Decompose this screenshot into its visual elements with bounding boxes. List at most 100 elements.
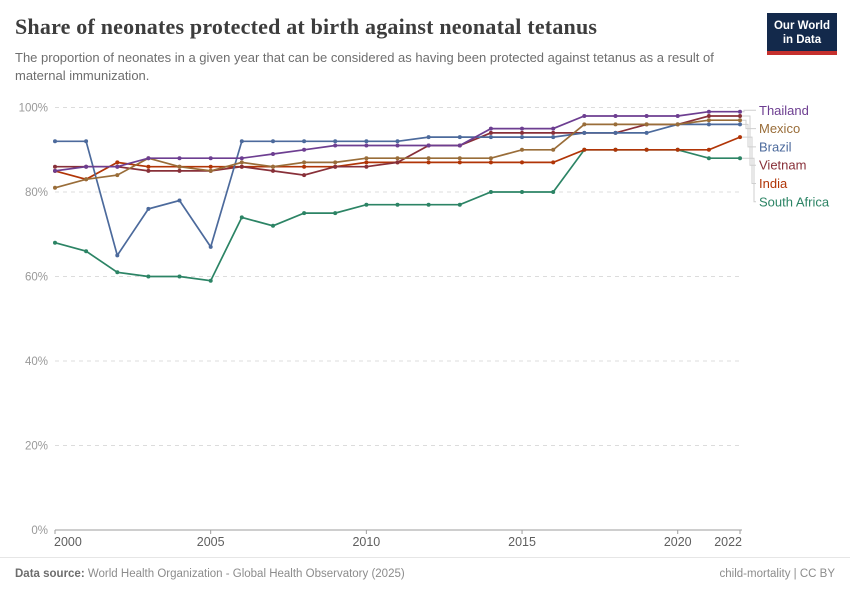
- vietnam-point: [738, 114, 742, 118]
- x-tick-label: 2022: [714, 535, 742, 549]
- india-point: [208, 164, 213, 169]
- thailand-point: [644, 114, 649, 118]
- south-africa-point: [84, 249, 89, 254]
- mexico-point: [551, 147, 556, 152]
- legend-label-south-africa[interactable]: South Africa: [759, 194, 830, 209]
- south-africa-point: [364, 202, 369, 207]
- vietnam-point: [520, 130, 524, 135]
- brazil-point: [177, 198, 182, 203]
- thailand-point: [146, 156, 151, 161]
- legend-label-thailand[interactable]: Thailand: [759, 103, 809, 118]
- y-tick-label: 60%: [25, 272, 48, 284]
- y-tick-label: 80%: [25, 187, 48, 199]
- series-south-africa[interactable]: [53, 147, 742, 283]
- thailand-point: [177, 156, 182, 161]
- vietnam-point: [333, 164, 338, 169]
- legend-label-vietnam[interactable]: Vietnam: [759, 158, 806, 173]
- mexico-point: [582, 122, 587, 127]
- thailand-point: [613, 114, 618, 118]
- data-source: Data source: World Health Organization -…: [15, 568, 405, 580]
- south-africa-point: [488, 190, 493, 194]
- mexico-point: [644, 122, 649, 127]
- mexico-point: [177, 164, 182, 169]
- india-point: [706, 147, 711, 152]
- y-tick-label: 20%: [25, 441, 48, 453]
- mexico-line: [54, 119, 740, 189]
- vietnam-point: [364, 164, 369, 169]
- india-point: [115, 160, 120, 165]
- thailand-point: [364, 143, 369, 148]
- thailand-point: [582, 114, 587, 118]
- owid-logo-line1: Our World: [773, 20, 830, 32]
- south-africa-point: [706, 156, 711, 161]
- south-africa-point: [426, 202, 431, 207]
- vietnam-point: [239, 164, 244, 169]
- vietnam-point: [302, 173, 307, 178]
- y-tick-label: 40%: [25, 356, 48, 368]
- brazil-point: [644, 130, 649, 135]
- thailand-point: [239, 156, 244, 161]
- mexico-point: [675, 122, 680, 127]
- brazil-point: [426, 135, 431, 140]
- thailand-point: [457, 143, 462, 148]
- south-africa-point: [271, 223, 275, 228]
- thailand-point: [53, 168, 57, 173]
- vietnam-point: [488, 130, 493, 135]
- series-thailand[interactable]: [53, 109, 742, 173]
- brazil-point: [551, 135, 556, 140]
- legend-label-brazil[interactable]: Brazil: [759, 139, 792, 154]
- india-point: [551, 160, 556, 165]
- south-africa-line: [54, 148, 740, 282]
- brazil-point: [53, 139, 57, 144]
- legend-label-india[interactable]: India: [759, 176, 788, 191]
- y-tick-label: 0%: [31, 525, 48, 537]
- south-africa-point: [146, 274, 151, 279]
- brazil-point: [333, 139, 338, 144]
- south-africa-point: [395, 202, 400, 207]
- vietnam-point: [551, 130, 556, 135]
- series-mexico[interactable]: [53, 118, 742, 190]
- south-africa-point: [302, 211, 307, 216]
- thailand-point: [333, 143, 338, 148]
- chart-footer: Data source: World Health Organization -…: [0, 557, 850, 580]
- india-point: [738, 135, 742, 140]
- south-africa-point: [520, 190, 524, 194]
- vietnam-point: [146, 168, 151, 173]
- brazil-point: [84, 139, 89, 144]
- mexico-point: [488, 156, 493, 161]
- data-source-text[interactable]: World Health Organization - Global Healt…: [87, 568, 405, 580]
- thailand-point: [208, 156, 213, 161]
- license-note[interactable]: child-mortality | CC BY: [719, 568, 835, 580]
- x-tick-label: 2020: [664, 535, 692, 549]
- thailand-point: [520, 126, 524, 131]
- legend-connector-thailand: [742, 109, 756, 113]
- legend-connector-south-africa: [742, 157, 756, 203]
- mexico-point: [302, 160, 307, 165]
- mexico-point: [364, 156, 369, 161]
- india-point: [302, 164, 307, 169]
- owid-logo-line2: in Data: [782, 34, 822, 47]
- mexico-point: [738, 118, 742, 123]
- mexico-point: [239, 160, 244, 165]
- south-africa-point: [115, 270, 120, 275]
- data-source-label: Data source:: [15, 568, 85, 580]
- mexico-point: [520, 147, 524, 152]
- south-africa-point: [239, 215, 244, 220]
- thailand-point: [551, 126, 556, 131]
- vietnam-point: [53, 164, 57, 169]
- line-chart[interactable]: 0% 20% 40% 60% 80% 100% 2000 2005 2010 2015 2020 20…: [0, 95, 850, 557]
- thailand-point: [426, 143, 431, 148]
- thailand-point: [115, 164, 120, 169]
- india-point: [675, 147, 680, 152]
- south-africa-point: [551, 190, 556, 194]
- brazil-point: [271, 139, 275, 144]
- series-brazil[interactable]: [53, 122, 742, 258]
- x-tick-label: 2005: [197, 535, 225, 549]
- legend-label-mexico[interactable]: Mexico: [759, 121, 800, 136]
- mexico-point: [333, 160, 338, 165]
- india-point: [582, 147, 587, 152]
- brazil-point: [582, 130, 587, 135]
- mexico-point: [208, 168, 213, 173]
- mexico-point: [84, 177, 89, 182]
